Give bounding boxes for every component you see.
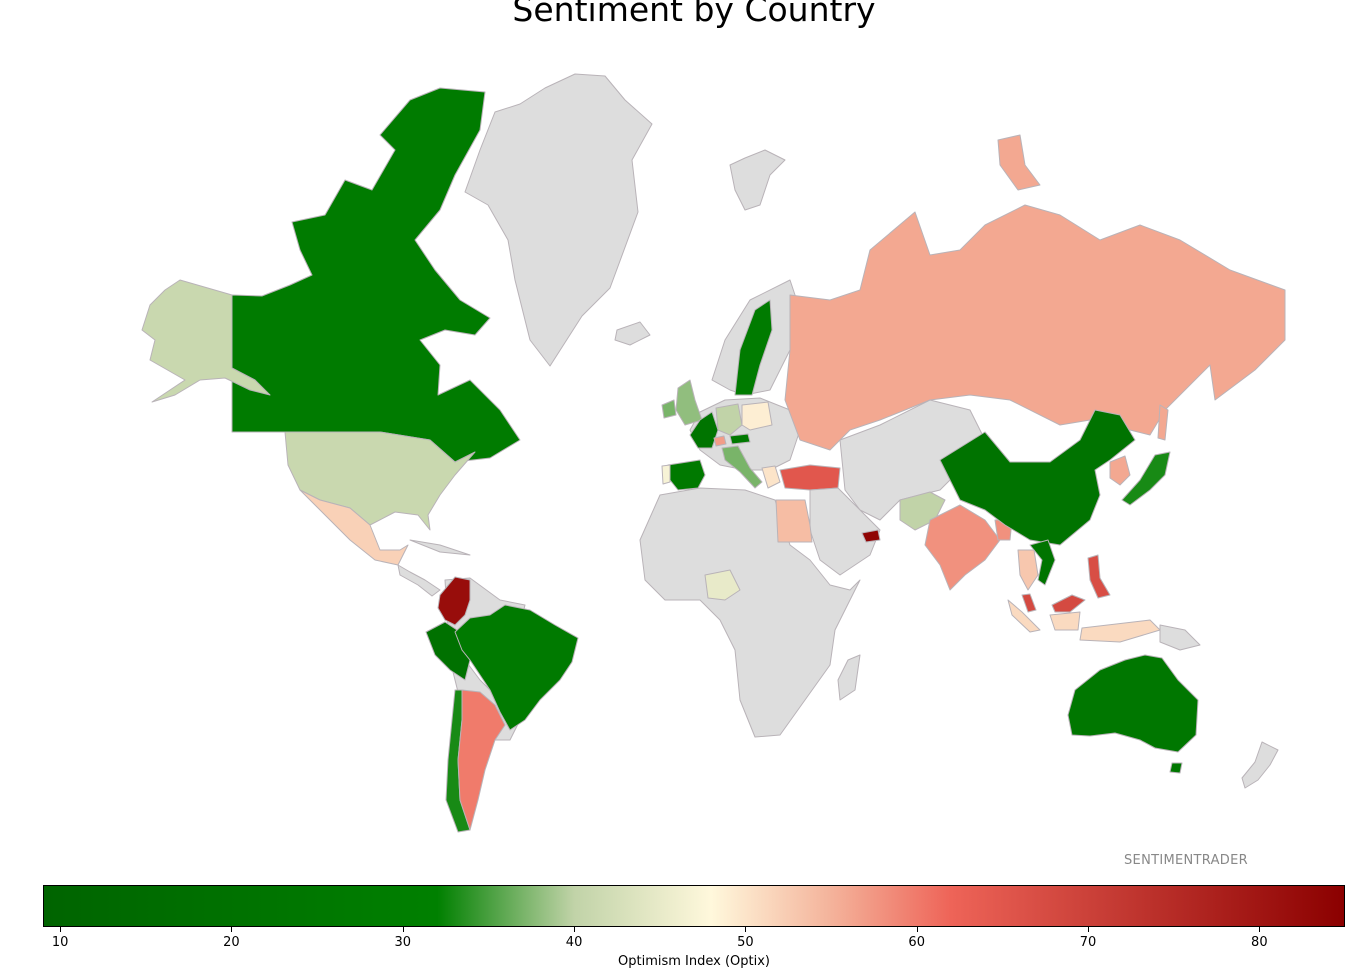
country-colombia: [437, 576, 471, 626]
watermark: SENTIMENTRADER: [1124, 853, 1248, 868]
country-japan: [1121, 451, 1171, 506]
country-austria: [729, 433, 751, 445]
country-spain: [667, 459, 706, 491]
country-thailand: [1017, 549, 1039, 591]
middle-east-other: [809, 487, 881, 576]
country-turkey: [779, 464, 841, 491]
colorbar-tick-label: 70: [1079, 935, 1097, 950]
country-italy: [721, 445, 763, 489]
colorbar-tick-label: 80: [1251, 935, 1268, 950]
country-sweden: [734, 299, 773, 396]
country-canada: [231, 87, 521, 463]
country-uae: [861, 529, 881, 543]
country-france: [689, 411, 719, 449]
new-zealand: [1241, 741, 1279, 789]
country-ireland: [661, 399, 677, 419]
colorbar-tick-label: 60: [908, 935, 925, 950]
colorbar-tick: [231, 927, 233, 932]
country-vietnam: [1029, 539, 1056, 586]
colorbar-tick: [402, 927, 404, 932]
colorbar-tick: [916, 927, 918, 932]
country-argentina: [457, 689, 506, 831]
country-greenland: [464, 73, 653, 367]
colorbar-tick: [745, 927, 747, 932]
country-poland: [741, 401, 773, 431]
colorbar-tick-label: 10: [51, 935, 69, 950]
central-america: [397, 564, 441, 597]
country-australia: [1067, 654, 1199, 774]
country-germany: [715, 403, 743, 436]
colorbar-tick: [1088, 927, 1090, 932]
country-russia: [784, 204, 1286, 451]
country-svalbard: [729, 149, 786, 211]
country-china: [939, 409, 1136, 546]
country-indonesia: [1007, 599, 1161, 643]
colorbar-tick: [1259, 927, 1261, 932]
country-brazil: [454, 604, 579, 731]
colorbar-label: Optimism Index (Optix): [618, 954, 770, 969]
country-switzerland: [713, 435, 727, 447]
colorbar-tick: [574, 927, 576, 932]
country-south-korea: [1109, 455, 1131, 486]
world-map: [141, 73, 1286, 833]
page-title: Sentiment by Country: [512, 0, 876, 29]
country-malaysia: [1021, 593, 1086, 613]
country-greece: [761, 465, 781, 489]
country-united-kingdom: [675, 379, 703, 426]
country-nigeria: [704, 569, 741, 601]
colorbar-tick: [60, 927, 62, 932]
russia-east: [1157, 404, 1169, 441]
country-iceland: [614, 321, 651, 346]
colorbar-tick-label: 20: [223, 935, 240, 950]
country-portugal: [661, 464, 671, 485]
colorbar-tick-label: 30: [394, 935, 412, 950]
colorbar-ticks: 10 20 30 40 50 60 70 80: [43, 927, 1345, 957]
colorbar: [43, 885, 1345, 927]
country-egypt: [775, 499, 813, 543]
country-alaska: [141, 279, 271, 403]
caribbean: [409, 539, 471, 556]
colorbar-tick-label: 40: [565, 935, 583, 950]
country-philippines: [1087, 554, 1111, 599]
russia-island: [997, 134, 1041, 191]
colorbar-tick-label: 50: [737, 935, 754, 950]
new-guinea-other: [1159, 624, 1201, 651]
madagascar: [837, 654, 861, 701]
country-mexico: [299, 489, 409, 566]
country-india: [924, 504, 1001, 591]
